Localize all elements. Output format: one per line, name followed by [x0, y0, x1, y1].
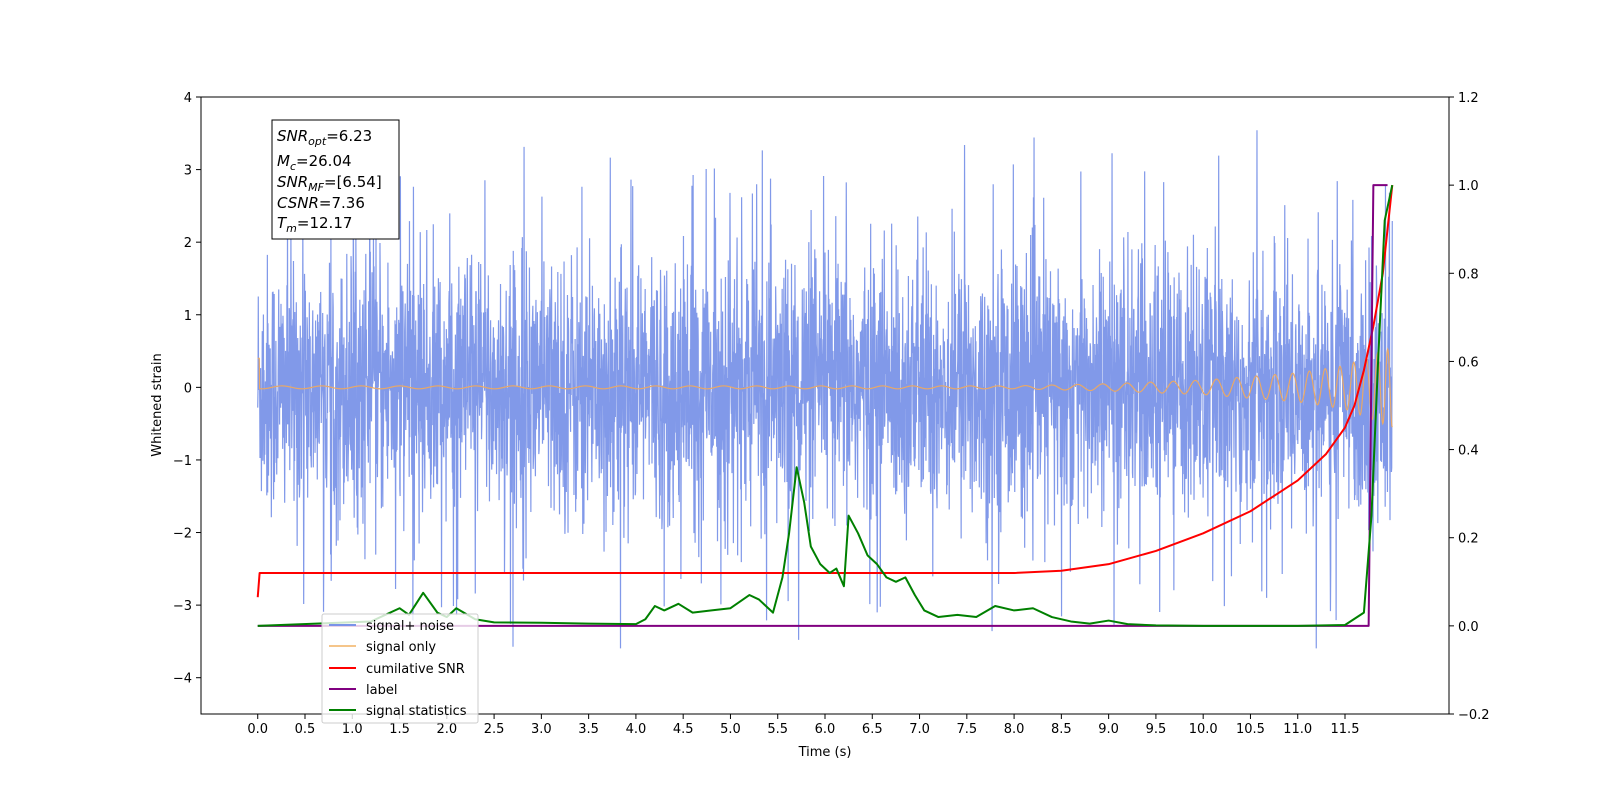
x-tick-label: 9.5: [1146, 722, 1167, 737]
stats-line-tm: Tm=12.17: [277, 214, 352, 235]
stats-box-frame: [271, 119, 400, 240]
legend-label-signal-statistics: signal statistics: [366, 704, 467, 719]
x-tick-label: 3.0: [531, 722, 552, 737]
x-tick-label: 7.5: [956, 722, 977, 737]
x-tick-label: 7.0: [909, 722, 930, 737]
x-tick-label: 1.0: [342, 722, 363, 737]
x-tick-label: 5.5: [767, 722, 788, 737]
x-tick-label: 11.5: [1331, 722, 1360, 737]
legend: signal+ noise signal only cumilative SNR…: [321, 613, 479, 724]
y-axis-label: Whitened strain: [150, 353, 165, 456]
series-signal-noise: [257, 128, 1393, 649]
x-tick-label: 0.5: [295, 722, 316, 737]
x-tick-label: 2.5: [484, 722, 505, 737]
stats-line-snr-opt: SNRopt=6.23: [277, 127, 372, 148]
x-tick-label: 6.0: [815, 722, 836, 737]
x-tick-label: 8.5: [1051, 722, 1072, 737]
series-signal-only: [257, 347, 1393, 428]
x-tick-label: 8.0: [1004, 722, 1025, 737]
x-tick-label: 10.0: [1189, 722, 1218, 737]
x-tick-label: 0.0: [247, 722, 268, 737]
series-label: [257, 184, 1388, 627]
x-tick-label: 1.5: [389, 722, 410, 737]
x-tick-label: 4.0: [626, 722, 647, 737]
y-left-tick-label: 0: [184, 381, 192, 396]
legend-label-cumulative-snr: cumilative SNR: [366, 662, 465, 677]
legend-label-signal-only: signal only: [366, 640, 436, 655]
stats-box: SNRopt=6.23 Mc=26.04 SNRMF=[6.54] CSNR=7…: [271, 119, 400, 240]
y-right-tick-label: 0.4: [1458, 444, 1479, 459]
x-tick-label: 2.0: [436, 722, 457, 737]
y-right-tick-label: 1.2: [1458, 91, 1479, 106]
x-tick-label: 5.0: [720, 722, 741, 737]
y-right-tick-label: 0.6: [1458, 355, 1479, 370]
y-left-tick-label: −1: [173, 454, 192, 469]
y-right-tick-label: −0.2: [1458, 708, 1490, 723]
x-tick-label: 9.0: [1098, 722, 1119, 737]
y-left-tick-label: −3: [173, 599, 192, 614]
legend-frame: [321, 613, 479, 724]
series-cumulative-snr: [256, 185, 1394, 598]
stats-line-snr-mf: SNRMF=[6.54]: [277, 173, 382, 194]
stats-line-csnr: CSNR=7.36: [277, 194, 365, 212]
y-left-tick-label: 2: [184, 236, 192, 251]
legend-label-signal-noise: signal+ noise: [366, 619, 454, 634]
x-tick-label: 11.0: [1283, 722, 1312, 737]
x-tick-label: 6.5: [862, 722, 883, 737]
y-right-tick-label: 1.0: [1458, 179, 1479, 194]
plot-area: [256, 128, 1394, 649]
x-tick-label: 4.5: [673, 722, 694, 737]
y-left-tick-label: 4: [184, 91, 192, 106]
y-right-tick-label: 0.2: [1458, 532, 1479, 547]
y-right-tick-label: 0.0: [1458, 620, 1479, 635]
y-left-tick-label: −2: [173, 527, 192, 542]
y-left-tick-label: −4: [173, 672, 192, 687]
y-left-tick-label: 1: [184, 309, 192, 324]
x-axis-label: Time (s): [798, 745, 852, 760]
y-right-tick-label: 0.8: [1458, 267, 1479, 282]
x-tick-label: 3.5: [578, 722, 599, 737]
series-signal-statistics: [257, 184, 1394, 627]
y-left-tick-label: 3: [184, 164, 192, 179]
stats-line-mc: Mc=26.04: [277, 152, 352, 173]
x-tick-label: 10.5: [1236, 722, 1265, 737]
legend-label-label: label: [366, 683, 397, 698]
axes: 0.0 0.5 1.0 1.5 2.0 2.5 3.0 3.5 4.0 4.5 5.0 5.5 6.0 6…: [173, 91, 1490, 737]
